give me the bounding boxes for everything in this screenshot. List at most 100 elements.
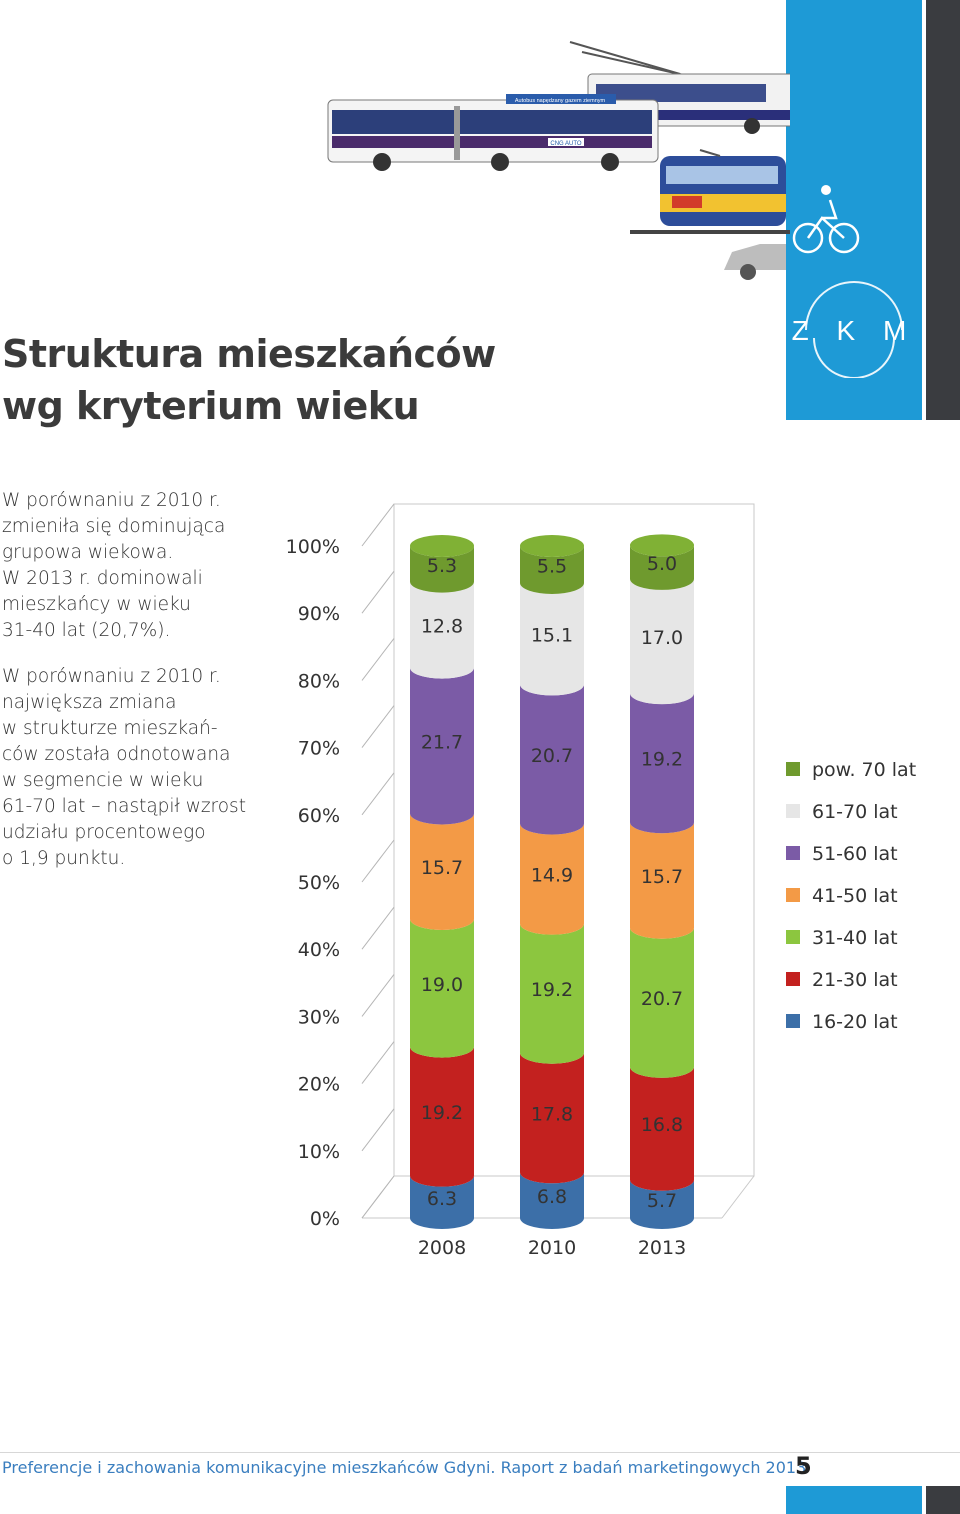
data-label: 15.7 [641, 866, 683, 888]
bar-segment [410, 813, 474, 930]
y-tick-mark [361, 503, 395, 547]
para2-line: udziału procentowego [2, 822, 206, 843]
header-dark-strip [926, 0, 960, 420]
y-tick-mark [361, 1041, 395, 1084]
para2-line: największa zmiana [2, 692, 177, 713]
y-tick-mark [361, 772, 395, 816]
y-tick-label: 20% [298, 1074, 340, 1096]
legend-label: 21-30 lat [812, 969, 898, 991]
footer-blue-strip [786, 1486, 922, 1514]
bar-segment [630, 545, 694, 590]
bar-segment [410, 918, 474, 1058]
legend-label: pow. 70 lat [812, 759, 916, 781]
chart-floor-edge [721, 1175, 755, 1219]
data-label: 5.7 [647, 1190, 677, 1212]
legend-swatch [786, 888, 800, 902]
data-label: 6.8 [537, 1186, 567, 1208]
x-category-label: 2013 [638, 1237, 686, 1259]
bar-top-cap [410, 535, 474, 557]
cyclist-icon [792, 185, 860, 254]
data-label: 19.2 [421, 1102, 463, 1124]
bar-segment [410, 667, 474, 825]
bar-segment [630, 693, 694, 834]
bar-segment [520, 923, 584, 1064]
vehicles-illustration: Autobus napędzany gazem ziemnym CNG AUTO [327, 41, 790, 280]
legend-label: 51-60 lat [812, 843, 898, 865]
articulated-bus-illustration: Autobus napędzany gazem ziemnym CNG AUTO [327, 94, 659, 171]
train-illustration [630, 149, 790, 234]
zkm-logo: Z K M [792, 281, 917, 378]
paragraph-largest-change: W porównaniu z 2010 r. największa zmiana… [2, 664, 262, 872]
paragraph-dominant-group: W porównaniu z 2010 r. zmieniła się domi… [2, 488, 262, 644]
page-title: Struktura mieszkańców wg kryterium wieku [2, 328, 496, 432]
x-category-label: 2008 [418, 1237, 466, 1259]
y-tick-mark [361, 839, 395, 883]
data-label: 15.1 [531, 625, 573, 647]
y-tick-mark [361, 705, 395, 748]
logo-text: Z K M [792, 315, 917, 346]
legend-swatch [786, 930, 800, 944]
y-tick-label: 10% [298, 1141, 340, 1163]
data-label: 17.8 [531, 1103, 573, 1125]
data-label: 19.0 [421, 974, 463, 996]
data-label: 19.2 [531, 979, 573, 1001]
legend-swatch [786, 804, 800, 818]
legend-swatch [786, 972, 800, 986]
y-tick-label: 50% [298, 872, 340, 894]
y-tick-label: 80% [298, 670, 340, 692]
bar-segment [520, 1172, 584, 1229]
data-label: 5.5 [537, 555, 567, 577]
car-illustration [724, 244, 786, 280]
y-tick-mark [361, 906, 395, 950]
para1-line: W 2013 r. dominowali [2, 568, 203, 589]
data-label: 6.3 [427, 1188, 457, 1210]
y-tick-label: 100% [286, 536, 340, 558]
y-tick-mark [361, 570, 395, 614]
bar-segment [520, 823, 584, 935]
data-label: 17.0 [641, 627, 683, 649]
footer-dark-strip [926, 1486, 960, 1514]
legend-label: 41-50 lat [812, 885, 898, 907]
data-label: 20.7 [641, 988, 683, 1010]
bar-segment [520, 684, 584, 835]
y-tick-label: 90% [298, 603, 340, 625]
legend-swatch [786, 762, 800, 776]
para1-line: W porównaniu z 2010 r. [2, 490, 221, 511]
para1-line: 31-40 lat (20,7%). [2, 620, 171, 641]
bus-banner-text: Autobus napędzany gazem ziemnym [515, 98, 606, 104]
para2-line: w segmencie w wieku [2, 770, 204, 791]
footer-text: Preferencje i zachowania komunikacyjne m… [2, 1458, 807, 1477]
bar-segment [520, 582, 584, 696]
data-label: 20.7 [531, 745, 573, 767]
y-tick-mark [361, 1175, 395, 1219]
y-tick-mark [361, 974, 395, 1017]
x-category-label: 2010 [528, 1237, 576, 1259]
para2-line: o 1,9 punktu. [2, 848, 126, 869]
bar-segment [410, 581, 474, 679]
para1-line: mieszkańcy w wieku [2, 594, 191, 615]
para2-line: 61-70 lat – nastąpił wzrost [2, 796, 246, 817]
para2-line: w strukturze mieszkań- [2, 718, 218, 739]
data-label: 5.0 [647, 553, 677, 575]
bar-top-cap [630, 534, 694, 557]
data-label: 16.8 [641, 1114, 683, 1136]
page-number: 5 [795, 1452, 812, 1480]
bar-segment [630, 1066, 694, 1191]
legend-label: 61-70 lat [812, 801, 898, 823]
para1-line: grupowa wiekowa. [2, 542, 174, 563]
y-tick-label: 60% [298, 805, 340, 827]
bar-segment [520, 1052, 584, 1184]
bar-segment [630, 578, 694, 705]
y-tick-mark [361, 1108, 395, 1152]
header-blue-strip [786, 0, 922, 420]
footer-divider [0, 1452, 960, 1453]
bar-segment [410, 546, 474, 593]
cng-label: CNG AUTO [550, 141, 582, 147]
y-tick-label: 0% [310, 1208, 340, 1230]
legend-swatch [786, 846, 800, 860]
y-tick-mark [361, 638, 395, 681]
para2-line: W porównaniu z 2010 r. [2, 666, 221, 687]
legend-label: 31-40 lat [812, 927, 898, 949]
data-label: 14.9 [531, 865, 573, 887]
bar-segment [410, 1175, 474, 1229]
